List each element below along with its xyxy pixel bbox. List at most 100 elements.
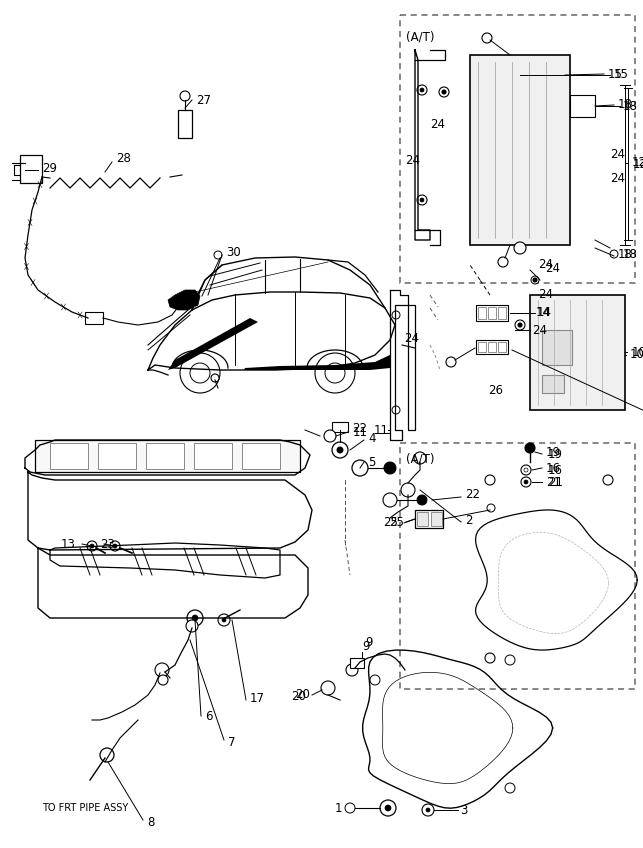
Text: 14: 14	[537, 306, 552, 320]
Bar	[498, 342, 506, 352]
Text: 24: 24	[404, 332, 419, 344]
Circle shape	[610, 250, 618, 258]
Circle shape	[439, 87, 449, 97]
Circle shape	[187, 610, 203, 626]
Bar	[542, 375, 564, 393]
Text: 19: 19	[546, 445, 561, 459]
Bar	[178, 110, 192, 138]
Text: 18: 18	[618, 248, 633, 260]
Text: 10: 10	[632, 345, 643, 359]
Text: 29: 29	[42, 161, 57, 175]
Text: 25: 25	[389, 516, 404, 528]
Text: 24: 24	[538, 288, 553, 302]
Bar	[478, 342, 486, 352]
Circle shape	[211, 374, 219, 382]
Circle shape	[426, 808, 430, 812]
Bar	[431, 512, 442, 526]
Circle shape	[417, 195, 427, 205]
Circle shape	[485, 475, 495, 485]
Text: 9: 9	[362, 639, 370, 652]
Text: 18: 18	[623, 248, 638, 260]
Bar	[194, 443, 232, 469]
Circle shape	[218, 614, 230, 626]
Text: 28: 28	[116, 152, 131, 165]
Text: 4: 4	[368, 432, 376, 444]
Circle shape	[420, 88, 424, 92]
Circle shape	[392, 406, 400, 414]
Bar	[332, 422, 348, 432]
Bar	[530, 295, 625, 410]
Text: 5: 5	[368, 455, 376, 468]
Text: 6: 6	[205, 710, 212, 722]
Circle shape	[321, 681, 335, 695]
Text: 24: 24	[430, 119, 445, 131]
Circle shape	[380, 800, 396, 816]
Circle shape	[521, 465, 531, 475]
Circle shape	[186, 620, 198, 632]
Text: 24: 24	[532, 323, 547, 337]
Circle shape	[524, 480, 528, 484]
Text: 2: 2	[465, 514, 473, 527]
Circle shape	[158, 675, 168, 685]
Circle shape	[498, 257, 508, 267]
Bar	[476, 340, 508, 354]
Circle shape	[180, 91, 190, 101]
Text: 8: 8	[147, 816, 154, 828]
Circle shape	[531, 276, 539, 284]
Text: 20: 20	[291, 689, 306, 702]
Text: 18: 18	[618, 98, 633, 111]
Text: 26: 26	[488, 383, 503, 397]
Circle shape	[525, 443, 535, 453]
Circle shape	[505, 655, 515, 665]
Circle shape	[383, 493, 397, 507]
Text: 3: 3	[460, 804, 467, 817]
Text: 24: 24	[545, 261, 560, 275]
Text: 15: 15	[614, 69, 629, 81]
Text: 21: 21	[546, 476, 561, 488]
Circle shape	[487, 504, 495, 512]
Bar	[50, 443, 88, 469]
Bar	[470, 55, 570, 245]
Text: 18: 18	[623, 99, 638, 113]
Text: 22: 22	[352, 421, 367, 434]
Polygon shape	[244, 355, 390, 370]
Text: TO FRT PIPE ASSY: TO FRT PIPE ASSY	[42, 803, 128, 813]
Circle shape	[324, 430, 336, 442]
Text: 7: 7	[228, 735, 235, 749]
Bar	[415, 510, 443, 528]
Circle shape	[442, 90, 446, 94]
Text: 30: 30	[226, 246, 240, 259]
Text: 9: 9	[365, 637, 372, 650]
Circle shape	[214, 251, 222, 259]
Bar	[350, 658, 364, 668]
Text: 12: 12	[632, 157, 643, 170]
Text: 21: 21	[548, 476, 563, 488]
Circle shape	[515, 320, 525, 330]
Text: 16: 16	[546, 461, 561, 475]
Text: (A/T): (A/T)	[406, 453, 435, 466]
Text: 16: 16	[548, 464, 563, 477]
Circle shape	[603, 475, 613, 485]
Circle shape	[384, 462, 396, 474]
Bar	[400, 443, 635, 689]
Circle shape	[113, 544, 117, 548]
Circle shape	[485, 653, 495, 663]
Bar	[488, 342, 496, 352]
Text: 11: 11	[353, 427, 368, 439]
Circle shape	[401, 483, 415, 497]
Circle shape	[505, 783, 515, 793]
Text: 23: 23	[100, 538, 115, 550]
Bar	[478, 307, 486, 319]
Circle shape	[155, 663, 169, 677]
Text: 24: 24	[610, 171, 625, 185]
Circle shape	[346, 664, 358, 676]
Bar	[488, 307, 496, 319]
Text: 12: 12	[633, 159, 643, 171]
Circle shape	[192, 615, 198, 621]
Bar	[476, 305, 508, 321]
Circle shape	[446, 357, 456, 367]
Text: 22: 22	[465, 488, 480, 500]
Circle shape	[315, 353, 355, 393]
Circle shape	[325, 363, 345, 383]
Circle shape	[190, 363, 210, 383]
